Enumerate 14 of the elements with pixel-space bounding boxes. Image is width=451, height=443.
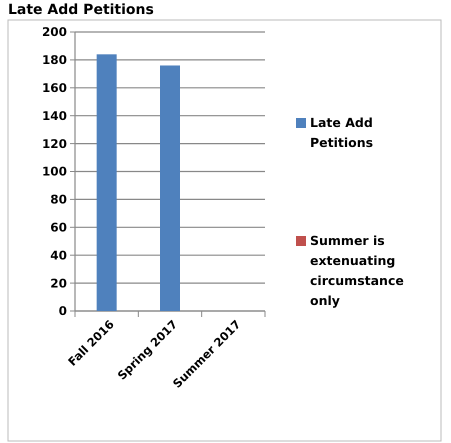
legend-label: Late Add Petitions (310, 115, 374, 150)
y-tick-label: 120 (42, 136, 67, 151)
y-tick-label: 140 (42, 108, 67, 123)
y-tick-label: 160 (42, 81, 67, 95)
y-tick-label: 0 (58, 304, 67, 318)
y-tick-label: 20 (50, 276, 67, 290)
y-tick-label: 100 (42, 164, 67, 179)
legend-label: Summer is extenuating circumstance only (310, 233, 404, 308)
y-tick-label: 60 (50, 220, 67, 234)
y-tick-label: 180 (42, 53, 67, 68)
y-tick-label: 80 (50, 192, 67, 207)
y-tick-label: 40 (50, 248, 67, 262)
y-tick-label: 200 (42, 25, 67, 40)
chart-title: Late Add Petitions (8, 2, 154, 18)
